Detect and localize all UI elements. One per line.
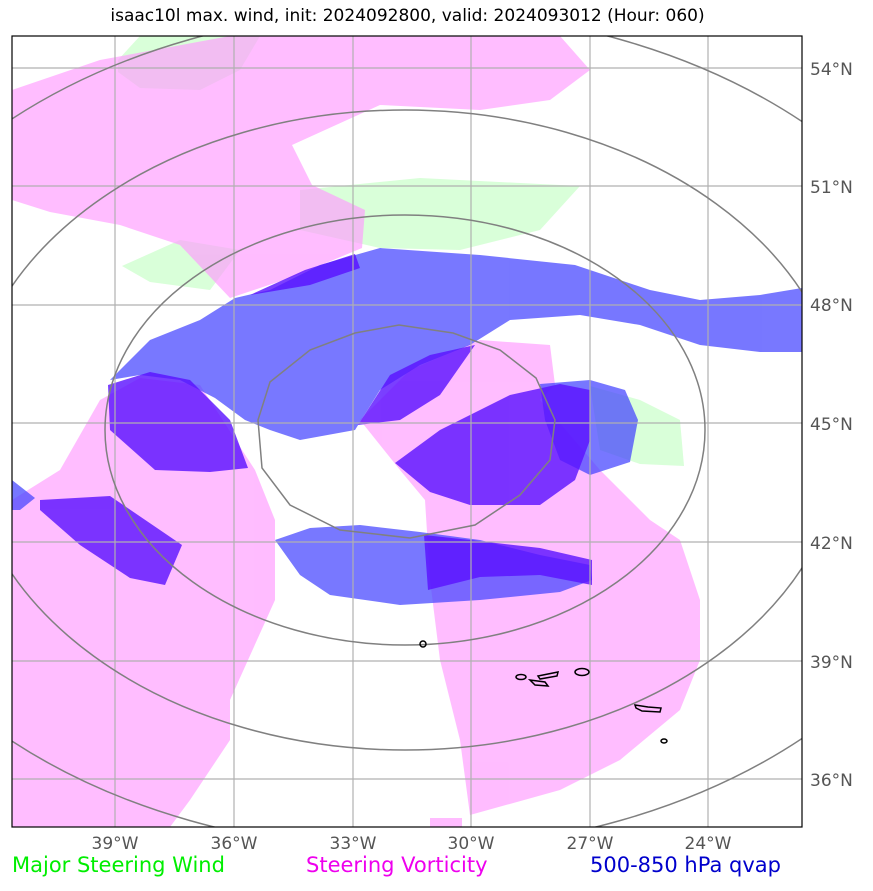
plot-frame [11,35,803,828]
map-title: isaac10l max. wind, init: 2024092800, va… [110,6,705,26]
qvap-patch-west [12,480,35,510]
range-ring-3 [12,109,802,751]
dark-area-east [395,384,590,505]
lat-tick: 39°N [810,653,853,673]
qvap-band-north [110,248,802,440]
vorticity-area-south-tab [430,818,462,827]
vorticity-area-west [12,378,275,827]
legend-qvap: 500-850 hPa qvap [590,853,781,877]
range-ring-2 [104,214,706,646]
island-sao-miguel [633,704,662,713]
dark-area-north [250,254,360,295]
lon-tick-labels: 39°W 36°W 33°W 30°W 27°W 24°W [92,834,732,854]
lat-tick: 48°N [810,296,853,316]
dark-area-south [424,535,592,590]
lat-tick: 36°N [810,771,853,791]
lat-tick: 51°N [810,178,853,198]
lat-tick: 54°N [810,60,853,80]
dark-area-west-center [108,372,248,472]
legend-steering-vorticity: Steering Vorticity [306,853,488,877]
island-santa-maria [660,738,668,744]
dark-area-west-south [40,496,182,585]
lon-tick: 39°W [92,834,139,854]
lon-tick: 30°W [448,834,495,854]
island-sao-jorge [536,671,560,680]
qvap-dark-layer [40,254,592,590]
lon-tick: 36°W [211,834,258,854]
island-pico [527,678,550,687]
lat-tick: 45°N [810,415,853,435]
wind-area-central [300,178,580,250]
dark-area-center [358,345,475,425]
vorticity-area-north [12,36,590,298]
range-ring-inner [257,324,556,539]
lon-tick: 33°W [330,834,377,854]
island-terceira [574,667,590,677]
lon-tick: 24°W [685,834,732,854]
lat-tick-labels: 54°N 51°N 48°N 45°N 42°N 39°N 36°N [810,60,853,791]
legend-steering-wind: Major Steering Wind [12,853,225,877]
lon-tick: 27°W [567,834,614,854]
island-flores [419,640,427,648]
lat-tick: 42°N [810,534,853,554]
lat-lon-grid [12,36,802,827]
coastlines [419,640,668,744]
island-faial [515,673,527,681]
range-rings [12,36,802,827]
